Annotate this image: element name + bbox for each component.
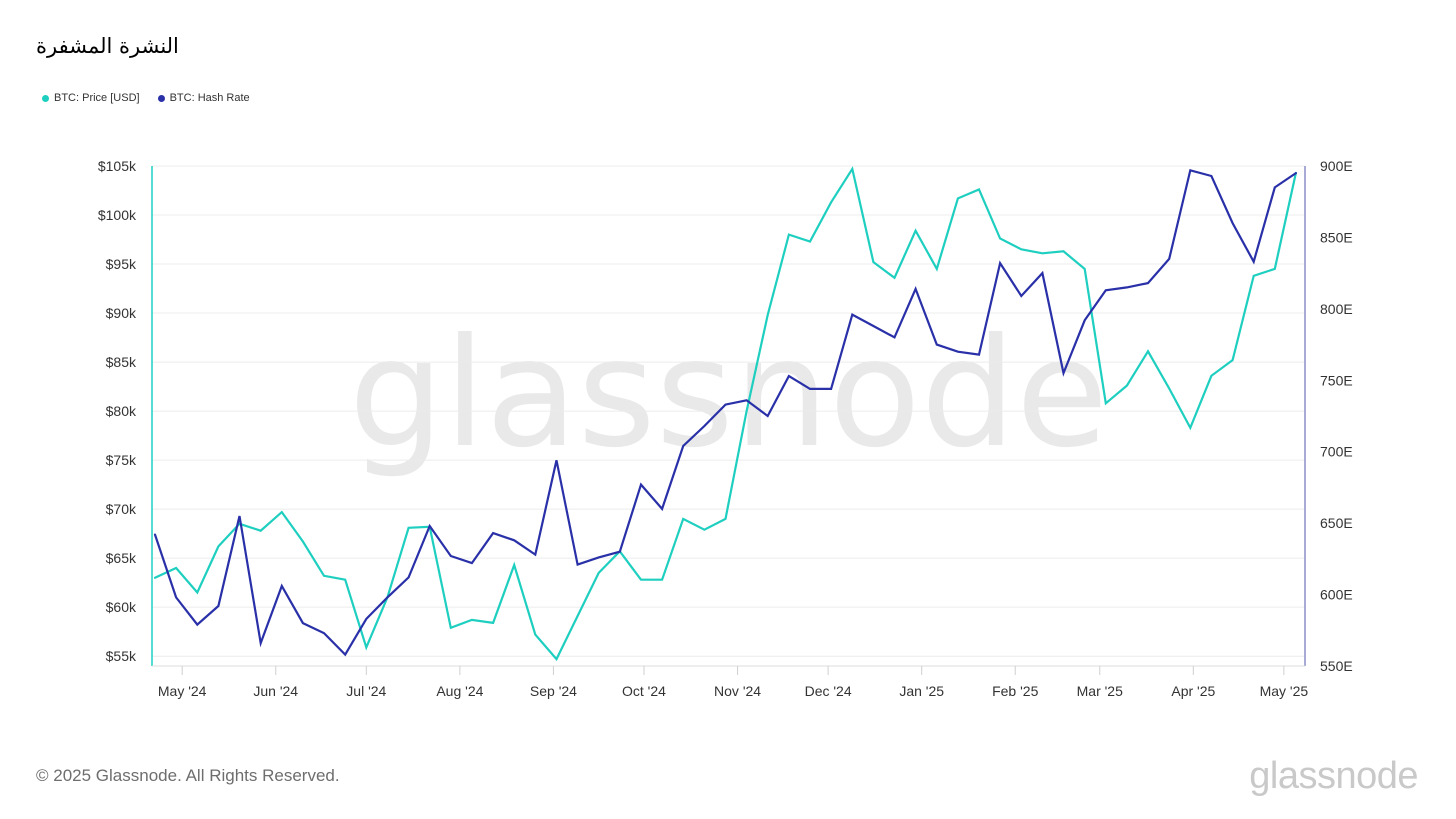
y-left-tick-label: $55k — [106, 648, 137, 664]
x-tick-label: Jun '24 — [253, 683, 298, 699]
y-right-tick-label: 750E — [1320, 372, 1353, 388]
legend-item-hash-rate[interactable]: BTC: Hash Rate — [157, 92, 250, 104]
y-right-tick-label: 550E — [1320, 658, 1353, 674]
x-tick-label: Sep '24 — [530, 683, 577, 699]
legend-dot-hash-rate — [157, 94, 165, 102]
legend-label-hash-rate: BTC: Hash Rate — [169, 92, 250, 104]
brand-logo: glassnode — [1249, 755, 1418, 797]
legend-label-price: BTC: Price [USD] — [54, 92, 140, 104]
x-tick-label: Oct '24 — [622, 683, 666, 699]
x-tick-label: Feb '25 — [992, 683, 1038, 699]
legend-dot-price — [42, 94, 49, 102]
y-left-tick-label: $90k — [106, 305, 137, 321]
x-tick-label: Jan '25 — [899, 683, 944, 699]
x-tick-label: May '25 — [1260, 683, 1309, 699]
y-right-tick-label: 650E — [1320, 515, 1353, 531]
y-left-tick-label: $100k — [98, 207, 137, 223]
chart-legend: BTC: Price [USD] BTC: Hash Rate — [42, 92, 250, 104]
y-right-tick-label: 600E — [1320, 587, 1353, 603]
y-left-tick-label: $65k — [106, 550, 137, 566]
copyright-text: © 2025 Glassnode. All Rights Reserved. — [36, 766, 340, 785]
y-left-tick-label: $60k — [106, 599, 137, 615]
chart-title: النشرة المشفرة — [36, 34, 179, 58]
series-line-hash-rate — [153, 168, 1298, 657]
y-right-tick-label: 800E — [1320, 301, 1353, 317]
legend-item-price[interactable]: BTC: Price [USD] — [42, 92, 140, 104]
x-tick-label: Nov '24 — [714, 683, 761, 699]
y-right-tick-label: 850E — [1320, 229, 1353, 245]
watermark-text: glassnode — [349, 307, 1108, 481]
y-left-tick-label: $80k — [106, 403, 137, 419]
y-left-tick-label: $95k — [106, 256, 137, 272]
series-line-price — [153, 166, 1298, 662]
y-left-tick-label: $70k — [106, 501, 137, 517]
y-right-tick-label: 700E — [1320, 444, 1353, 460]
x-tick-label: Mar '25 — [1077, 683, 1123, 699]
y-left-tick-label: $75k — [106, 452, 137, 468]
x-tick-label: Jul '24 — [346, 683, 386, 699]
y-left-tick-label: $85k — [106, 354, 137, 370]
x-tick-label: Dec '24 — [805, 683, 852, 699]
y-left-tick-label: $105k — [98, 158, 137, 174]
x-tick-label: Apr '25 — [1171, 683, 1215, 699]
x-tick-label: May '24 — [158, 683, 207, 699]
x-tick-label: Aug '24 — [436, 683, 483, 699]
y-right-tick-label: 900E — [1320, 158, 1353, 174]
